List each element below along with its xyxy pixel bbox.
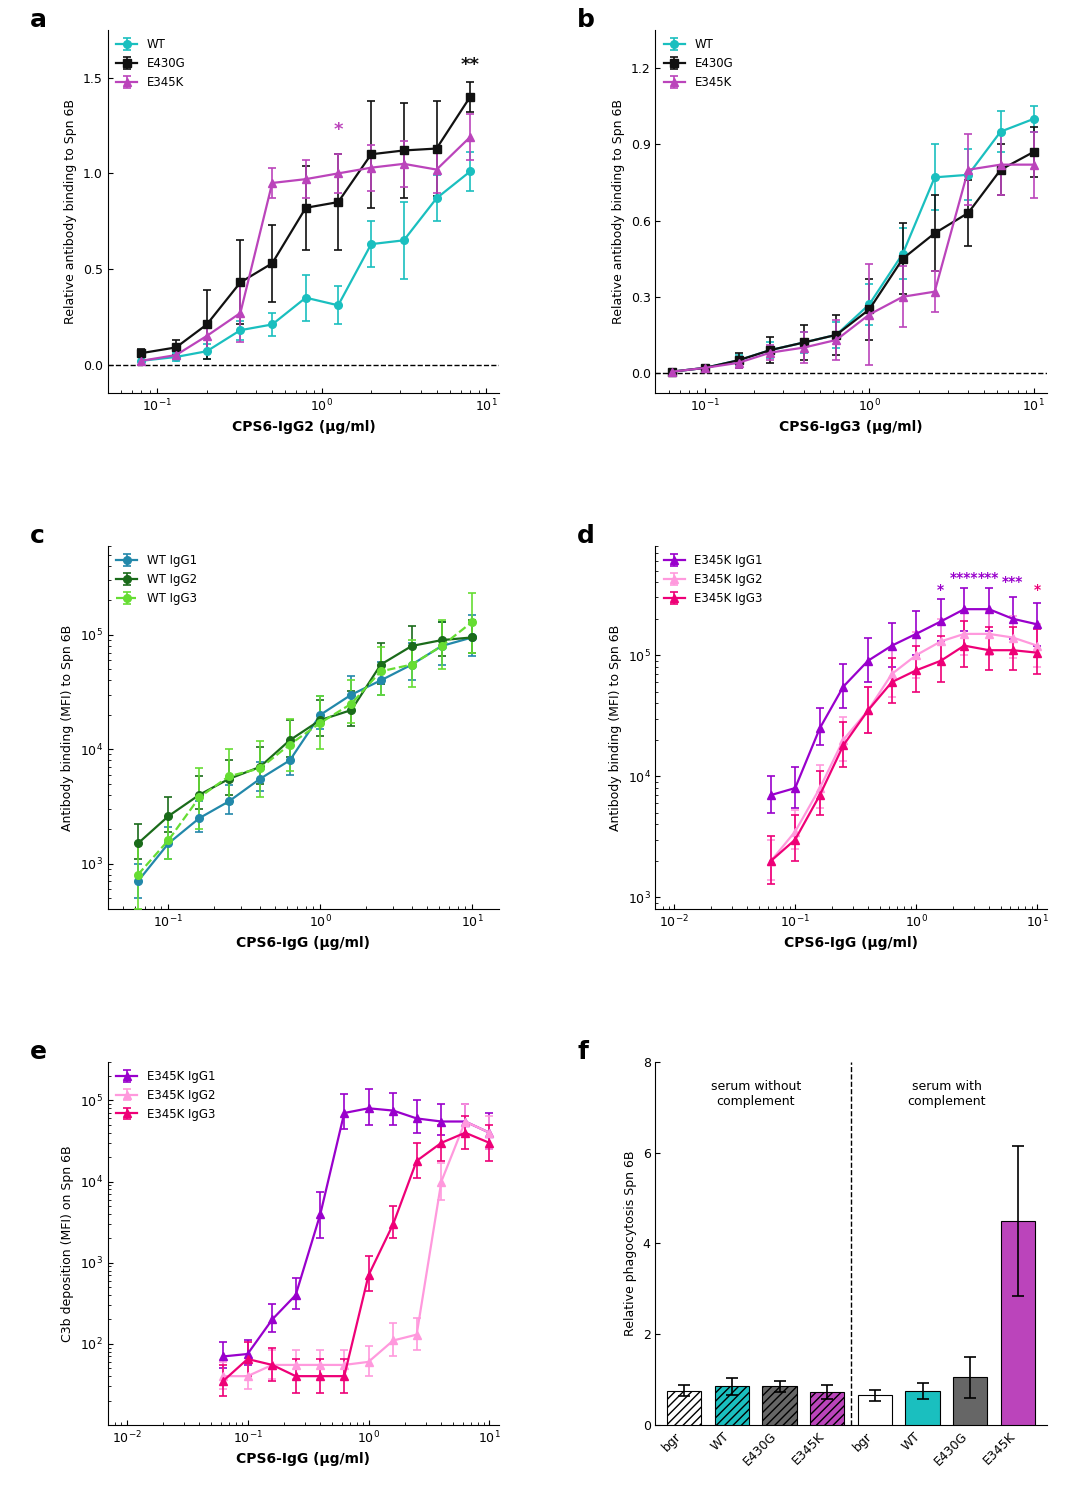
Legend: WT, E430G, E345K: WT, E430G, E345K	[659, 33, 738, 94]
Legend: E345K IgG1, E345K IgG2, E345K IgG3: E345K IgG1, E345K IgG2, E345K IgG3	[659, 549, 767, 609]
X-axis label: CPS6-IgG (μg/ml): CPS6-IgG (μg/ml)	[236, 936, 370, 950]
Text: b: b	[577, 8, 596, 32]
X-axis label: CPS6-IgG (μg/ml): CPS6-IgG (μg/ml)	[236, 1452, 370, 1466]
Text: c: c	[29, 524, 44, 548]
Bar	[810, 1392, 845, 1425]
Text: e: e	[29, 1040, 46, 1064]
X-axis label: CPS6-IgG3 (μg/ml): CPS6-IgG3 (μg/ml)	[779, 420, 923, 435]
Y-axis label: Relative antibody binding to Spn 6B: Relative antibody binding to Spn 6B	[65, 99, 78, 324]
Text: a: a	[29, 8, 46, 32]
Text: *: *	[333, 122, 343, 140]
Text: ***: ***	[1002, 576, 1024, 590]
Bar	[667, 1390, 701, 1425]
Text: serum without
complement: serum without complement	[711, 1080, 801, 1108]
Text: *: *	[1034, 584, 1040, 597]
Bar	[858, 1395, 892, 1425]
Text: ***: ***	[979, 572, 999, 585]
Text: d: d	[577, 524, 596, 548]
Y-axis label: Antibody binding (MFI) to Spn 6B: Antibody binding (MFI) to Spn 6B	[62, 624, 74, 831]
X-axis label: CPS6-IgG (μg/ml): CPS6-IgG (μg/ml)	[784, 936, 918, 950]
Bar	[905, 1390, 940, 1425]
Legend: WT IgG1, WT IgG2, WT IgG3: WT IgG1, WT IgG2, WT IgG3	[111, 549, 202, 609]
Text: *: *	[938, 584, 944, 597]
Bar	[1001, 1221, 1035, 1425]
Y-axis label: Relative phagocytosis Spn 6B: Relative phagocytosis Spn 6B	[624, 1150, 637, 1336]
Text: ****: ****	[950, 572, 979, 585]
Bar	[714, 1386, 749, 1425]
Y-axis label: Relative antibody binding to Spn 6B: Relative antibody binding to Spn 6B	[612, 99, 625, 324]
Legend: E345K IgG1, E345K IgG2, E345K IgG3: E345K IgG1, E345K IgG2, E345K IgG3	[111, 1065, 220, 1125]
Text: f: f	[577, 1040, 588, 1064]
Bar	[763, 1386, 796, 1425]
X-axis label: CPS6-IgG2 (μg/ml): CPS6-IgG2 (μg/ml)	[232, 420, 375, 435]
Text: **: **	[461, 56, 479, 74]
Legend: WT, E430G, E345K: WT, E430G, E345K	[111, 33, 190, 94]
Bar	[953, 1377, 987, 1425]
Y-axis label: C3b deposition (MFI) on Spn 6B: C3b deposition (MFI) on Spn 6B	[62, 1144, 74, 1341]
Y-axis label: Antibody binding (MFI) to Spn 6B: Antibody binding (MFI) to Spn 6B	[609, 624, 623, 831]
Text: serum with
complement: serum with complement	[907, 1080, 986, 1108]
